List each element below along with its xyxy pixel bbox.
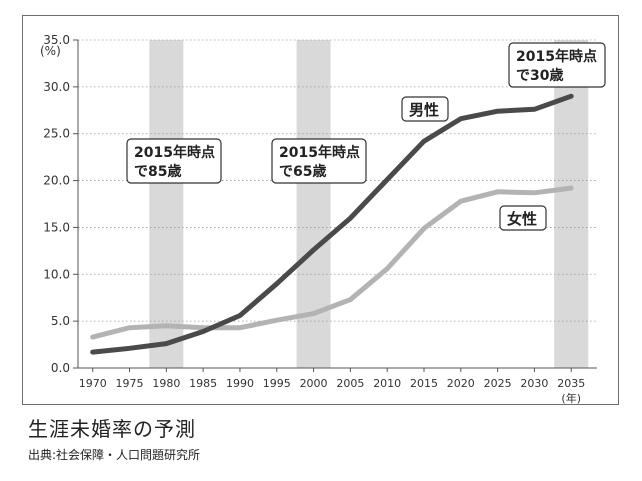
x-tick-label: 2035 — [557, 377, 585, 390]
x-unit-label: (年) — [561, 391, 581, 405]
y-tick-label: 35.0 — [43, 33, 70, 47]
band-annotation-2000-text: 2015年時点 — [279, 144, 360, 161]
y-tick-label: 30.0 — [43, 80, 70, 94]
band-annotation-2035-box — [508, 42, 606, 88]
series-label-male-box — [401, 96, 449, 122]
y-tick-label: 15.0 — [43, 220, 70, 234]
band-annotation-1980-text: 2015年時点 — [134, 144, 215, 161]
line-chart: 0.0 5.0 10.0 15.0 20.0 25.0 30.0 35.0(%) 1970 197… — [40, 33, 606, 405]
series-label-female-text: 女性 — [507, 210, 537, 228]
x-tick-label: 2000 — [300, 377, 328, 390]
band-annotation-2000-text: で65歳 — [279, 163, 326, 180]
x-tick-label: 1990 — [226, 377, 254, 390]
x-tick-label: 1970 — [79, 377, 107, 390]
series-label-male-text: 男性 — [409, 101, 439, 119]
highlight-band-2000 — [296, 40, 331, 368]
highlight-band-1980 — [149, 40, 184, 368]
x-tick-label: 1975 — [116, 377, 144, 390]
y-tick-label: 0.0 — [51, 361, 70, 375]
x-tick-label: 2015 — [410, 377, 438, 390]
x-tick-label: 2005 — [336, 377, 364, 390]
y-tick-label: 5.0 — [51, 314, 70, 328]
x-tick-label: 2030 — [520, 377, 548, 390]
series-label-female-box — [499, 205, 547, 231]
band-annotation-2035-text: 2015年時点 — [516, 48, 597, 65]
y-tick-label: 25.0 — [43, 127, 70, 141]
chart-frame — [22, 15, 619, 405]
series-line-female — [90, 185, 574, 340]
figure-source: 出典:社会保障・人口問題研究所 — [28, 448, 201, 462]
x-tick-label: 1980 — [152, 377, 180, 390]
x-tick-label: 2020 — [447, 377, 475, 390]
x-tick-label: 1985 — [189, 377, 217, 390]
band-annotation-1980-text: で85歳 — [134, 163, 181, 180]
x-tick-label: 2025 — [484, 377, 512, 390]
band-annotation-2000-box — [271, 138, 367, 184]
figure-title: 生涯未婚率の予測 — [28, 417, 196, 441]
band-annotation-1980-box — [126, 138, 222, 184]
band-annotation-2035-text: で30歳 — [516, 67, 563, 84]
highlight-band-2035 — [554, 40, 589, 368]
series-line-male — [90, 93, 574, 355]
y-unit-label: (%) — [40, 44, 61, 58]
x-tick-label: 2010 — [373, 377, 401, 390]
x-tick-label: 1995 — [263, 377, 291, 390]
y-tick-label: 20.0 — [43, 174, 70, 188]
y-tick-label: 10.0 — [43, 267, 70, 281]
